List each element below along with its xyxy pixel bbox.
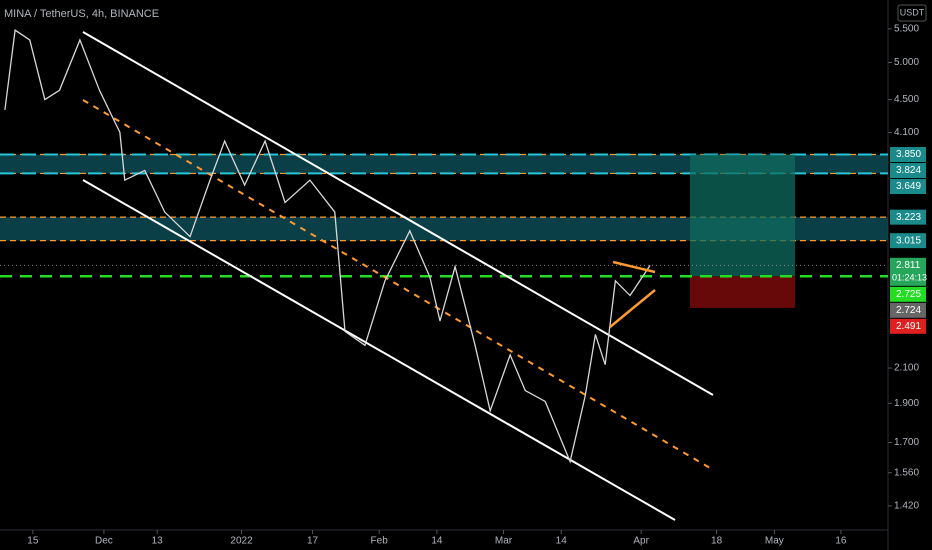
x-tick-label: Feb [371,536,389,547]
supply-zone [0,217,888,241]
supply-zone [0,154,888,174]
countdown-label: 01:24:13 [892,273,927,283]
price-label-box [890,302,926,318]
price-label-box [890,209,926,225]
y-tick-label: 4.500 [894,94,919,105]
price-label-box [890,286,926,302]
price-label: 2.491 [896,321,921,332]
price-label-box [890,179,926,195]
price-label: 3.223 [896,212,921,223]
channel-upper [82,31,714,396]
price-label: 2.724 [896,305,921,316]
price-label: 3.649 [896,181,921,192]
y-tick-label: 1.560 [894,467,919,478]
x-tick-label: 16 [835,536,847,547]
target-box [690,154,795,277]
price-line [4,29,651,464]
stop-box [690,276,795,308]
channel-mid [82,99,711,469]
price-label: 2.725 [896,289,921,300]
y-tick-label: 5.500 [894,24,919,35]
price-label-box [890,318,926,334]
price-label: 3.850 [896,149,921,160]
x-tick-label: 14 [431,536,443,547]
price-label-box [890,257,926,286]
currency-label[interactable]: USDT [900,7,925,17]
triangle-bottom [609,289,656,328]
price-label: 3.015 [896,235,921,246]
x-tick-label: 14 [556,536,568,547]
channel-lower [82,179,676,521]
y-tick-label: 1.700 [894,437,919,448]
x-tick-label: Dec [95,536,113,547]
price-label: 2.811 [896,260,921,271]
price-label-box [890,147,926,163]
x-tick-label: 18 [711,536,723,547]
x-tick-label: 2022 [230,536,253,547]
y-tick-label: 1.420 [894,501,919,512]
x-tick-label: 17 [307,536,319,547]
y-tick-label: 4.100 [894,127,919,138]
x-tick-label: 13 [152,536,164,547]
x-tick-label: Apr [633,536,649,547]
triangle-top [612,260,656,274]
currency-button[interactable] [897,4,927,22]
y-tick-label: 5.000 [894,57,919,68]
x-tick-label: Mar [495,536,513,547]
chart-title: MINA / TetherUS, 4h, BINANCE [4,8,159,20]
x-tick-label: 15 [27,536,39,547]
price-label-box [890,233,926,249]
y-tick-label: 2.100 [894,363,919,374]
x-tick-label: May [765,536,784,547]
price-label: 3.824 [896,165,921,176]
y-tick-label: 1.900 [894,398,919,409]
price-label-box [890,163,926,179]
